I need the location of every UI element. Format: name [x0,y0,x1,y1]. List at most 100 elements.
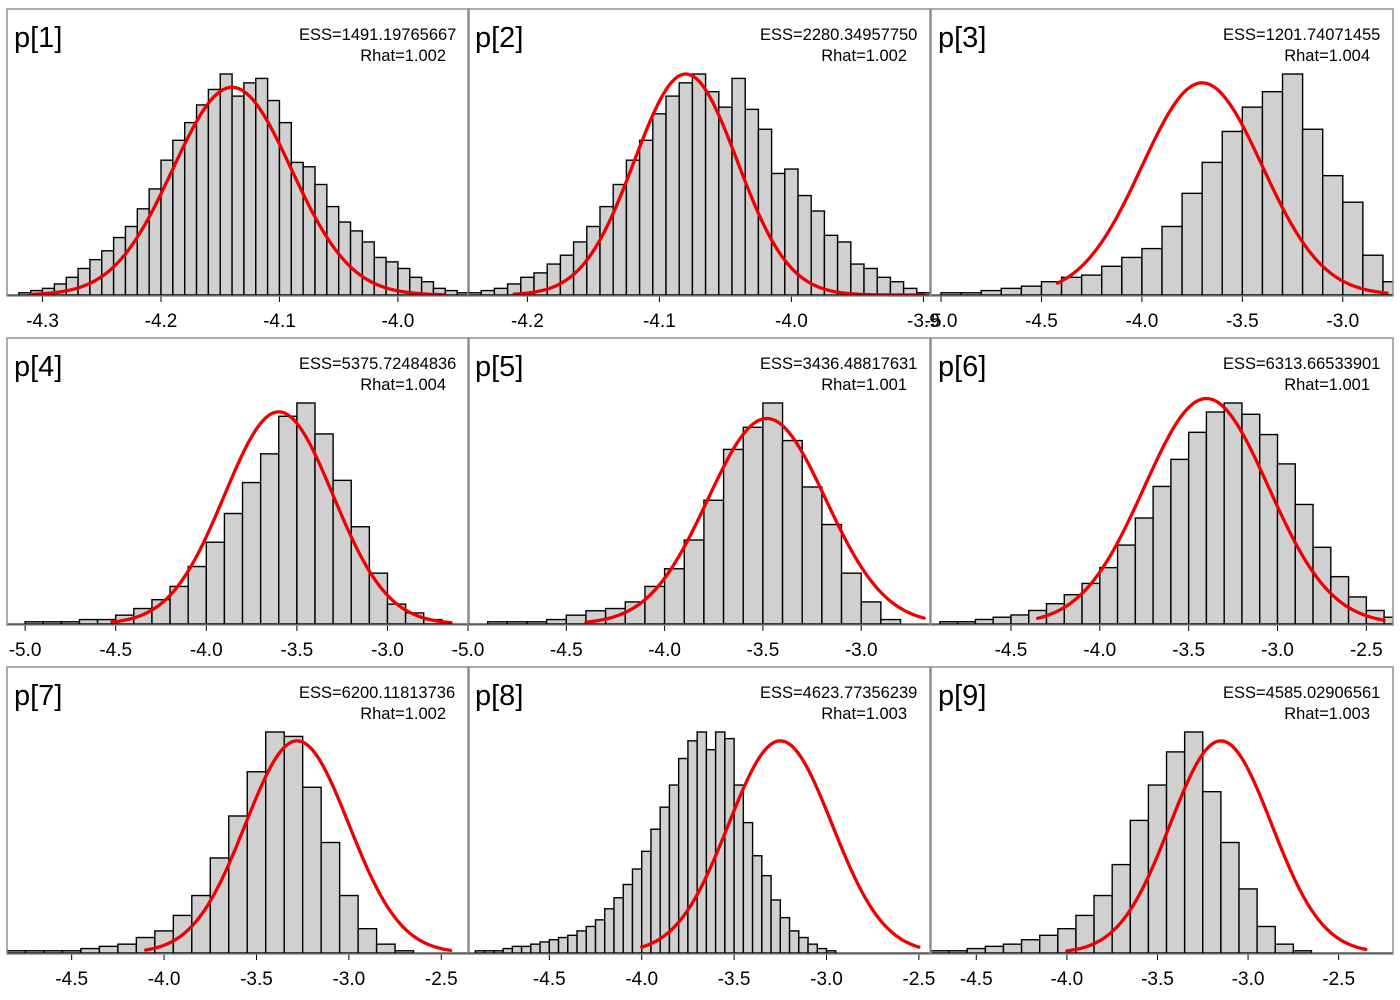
histogram-bar [1002,943,1023,954]
panel-title: p[6] [938,351,986,383]
x-tick-label: -5.0 [925,311,958,332]
panel-p8: -4.5 -4.0 -3.5 -3.0 -2.5 p[8] ESS=4623.7735623… [467,666,935,990]
x-tick-label: -4.2 [511,311,544,332]
histogram-bar [641,850,652,954]
histogram-bar [375,943,396,954]
histogram-bar [744,108,760,296]
histogram-bar [444,289,458,296]
x-tick-label: -3.5 [240,969,273,990]
histogram-bar [863,267,878,296]
histogram-bar [80,947,101,954]
x-tick-label: -4.1 [643,311,676,332]
panel-p3: -5.0 -4.5 -4.0 -3.5 -3.0 p[3] ESS=1201.7407145… [925,8,1394,332]
rhat-label: Rhat=1.001 [1284,376,1370,394]
histogram-bar [742,426,764,625]
rhat-label: Rhat=1.001 [821,376,907,394]
histogram-bar [836,241,852,296]
histogram-bar [373,256,387,296]
panel-p2: -4.2 -4.1 -4.0 -3.9 p[2] ESS=2280.34957750 Rha… [467,8,940,332]
panel-frame [930,666,1394,955]
x-tick-label: -3.0 [810,969,843,990]
panel-title: p[4] [14,351,62,383]
rhat-label: Rhat=1.002 [360,47,446,65]
histogram-bar [320,841,341,954]
histogram-bar [259,453,280,625]
panel-p1: -4.3 -4.2 -4.1 -4.0 p[1] ESS=1491.19765667 Rha… [6,8,470,332]
ess-label: ESS=5375.72484836 [299,355,456,373]
x-tick-label: -4.0 [148,969,181,990]
histogram-bar [823,234,839,296]
histogram-bar [980,289,1003,296]
histogram-bar [1093,894,1113,954]
x-tick-label: -4.5 [533,969,566,990]
histogram-bar [798,936,809,954]
histogram-bar [1382,281,1393,296]
histogram-bar [1000,287,1023,296]
panel-title: p[1] [14,22,62,54]
histogram-bar [1010,614,1030,625]
x-tick-label: -4.0 [648,640,681,661]
histogram-bar [65,276,79,296]
histogram-bar [219,73,233,296]
histogram-bar [1099,566,1119,625]
histogram-bar [781,439,803,625]
histogram-bar [604,908,615,954]
histogram-bar [718,106,733,296]
density-curve [640,739,921,949]
histogram-bar [1152,485,1172,625]
histogram-bar [207,88,221,296]
x-tick-label: -4.5 [995,640,1028,661]
histogram-bar [241,481,262,625]
histogram-bar [840,572,862,625]
x-tick-label: -4.5 [550,640,583,661]
ess-label: ESS=4623.77356239 [760,684,917,702]
histogram-bar [361,241,375,296]
histogram-bar [98,945,119,954]
histogram-bar [889,281,905,296]
histogram-bar [565,614,587,625]
histogram-bar [1256,925,1276,954]
histogram-bar [850,263,865,296]
histogram-bar [1259,433,1279,625]
histogram-bar [678,82,694,296]
panel-frame [467,666,931,955]
x-tick-label: -2.5 [1322,969,1355,990]
histogram-bar [1294,503,1314,625]
histogram-bar [1141,247,1163,296]
x-tick-label: -2.5 [425,969,458,990]
histogram-bar [683,539,705,625]
histogram-bar [228,815,248,954]
histogram-bar [243,82,257,296]
histogram-bar [622,883,634,954]
plot-area [474,731,921,954]
rhat-label: Rhat=1.002 [360,705,446,723]
histogram-bar [195,104,210,296]
histogram-bar [520,945,532,954]
histogram-bar [992,616,1012,625]
ess-label: ESS=3436.48817631 [760,355,917,373]
histogram-bar [594,919,606,954]
x-tick-label: -4.2 [145,311,178,332]
histogram-bar [1223,402,1243,625]
histogram-bar [223,512,244,625]
x-tick-label: -3.5 [281,640,314,661]
panel-p9: -4.5 -4.0 -3.5 -3.0 -2.5 p[9] ESS=4585.0290656… [930,666,1394,990]
histogram-bar [557,936,569,954]
x-tick-label: -4.0 [1083,640,1116,661]
plot-area [18,73,469,297]
density-curve [1065,739,1368,953]
density-curve [584,416,926,624]
histogram-bar [704,90,720,296]
panel-title: p[9] [938,680,986,712]
x-tick-label: -4.1 [263,311,296,332]
histogram-bar [1383,616,1393,625]
histogram-bar [1261,90,1284,296]
x-tick-label: -3.0 [371,640,404,661]
x-tick-label: -4.0 [1051,969,1084,990]
x-tick-label: -4.0 [1126,311,1159,332]
histogram-bar [124,225,139,296]
x-tick-label: -4.3 [26,311,59,332]
histogram-bar [650,828,661,954]
histogram-bar [665,95,680,296]
histogram-bar [283,735,304,954]
